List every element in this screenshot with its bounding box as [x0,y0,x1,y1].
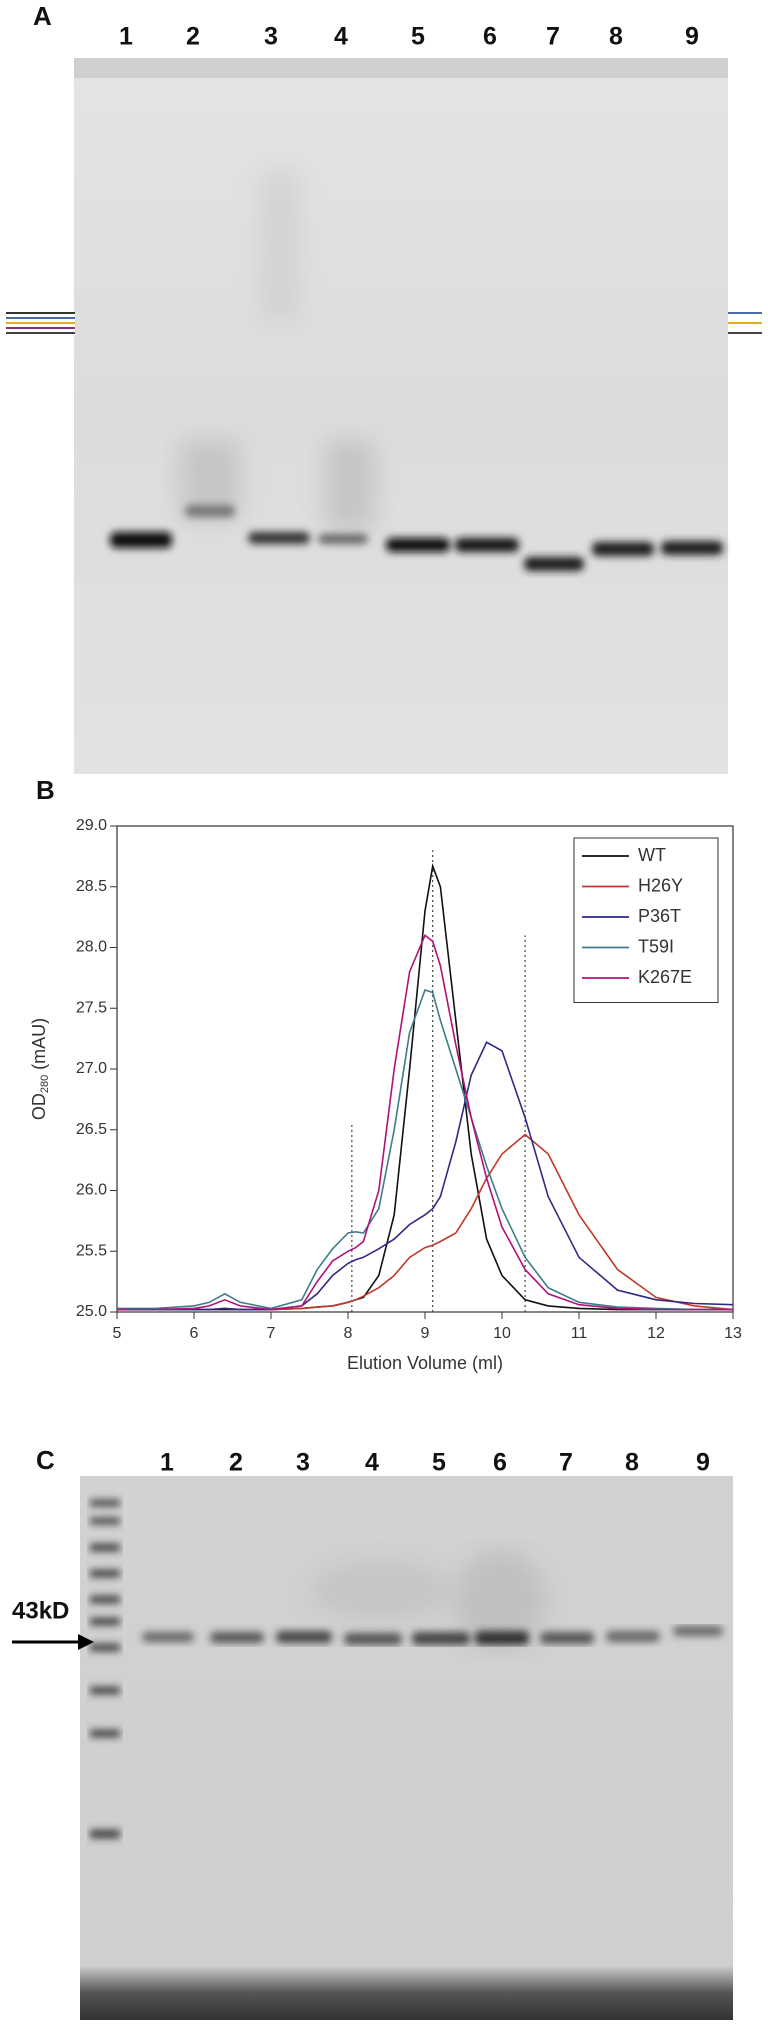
lane-label: 7 [546,23,560,51]
y-axis-label: OD280 (mAU) [29,1018,51,1120]
lane-label: 7 [559,1449,573,1477]
lane-label: 4 [365,1449,379,1477]
panel-label: C [36,1445,55,1475]
series-line [117,989,733,1311]
lane-label: 2 [186,23,200,51]
y-tick-label: 27.0 [76,1060,107,1077]
marker-label: 43kD [12,1597,69,1624]
lane-label: 6 [493,1449,507,1477]
chromatogram: 5 6 7 8 9 10 11 12 13 25.0 25.5 26.0 26.5 27.0 27.5 28.… [29,817,742,1373]
y-label-unit: (mAU) [29,1018,49,1070]
x-tick-label: 12 [647,1325,665,1342]
legend-label: H26Y [638,875,683,895]
x-tick-label: 13 [724,1325,742,1342]
y-tick-label: 25.0 [76,1303,107,1320]
y-tick-label: 26.0 [76,1182,107,1199]
lane-label: 9 [685,23,699,51]
lane-label: 2 [229,1449,243,1477]
lane-label: 6 [483,23,497,51]
legend-label: P36T [638,906,681,926]
panel-label: B [36,775,55,805]
ladder [90,1500,120,1838]
y-tick-label: 26.5 [76,1121,107,1138]
lane-label: 5 [411,23,425,51]
panel-label: A [33,1,52,31]
lane-label: 1 [160,1449,174,1477]
y-tick-label: 28.0 [76,939,107,956]
lane-label: 5 [432,1449,446,1477]
y-tick-label: 25.5 [76,1242,107,1259]
gel-image [74,58,728,774]
x-tick-label: 10 [493,1325,511,1342]
arrow [12,1634,94,1650]
lane-label: 9 [696,1449,710,1477]
lane-label: 1 [119,23,133,51]
lane-labels: 1 2 3 4 5 6 7 8 9 [119,23,699,51]
lane-label: 3 [264,23,278,51]
y-label-sub: 280 [39,1075,51,1093]
gel-bands [110,505,723,571]
lane-label: 8 [609,23,623,51]
y-tick-label: 29.0 [76,817,107,834]
y-tick-label: 28.5 [76,878,107,895]
x-tick-label: 8 [344,1325,353,1342]
y-tick-label: 27.5 [76,999,107,1016]
legend-box [573,837,719,1003]
legend-label: WT [638,845,666,865]
lane-label: 4 [334,23,348,51]
gel-smear [180,170,375,530]
y-label-main: OD [29,1093,49,1120]
lane-label: 8 [625,1449,639,1477]
x-tick-label: 6 [190,1325,199,1342]
gel-bands [142,1626,723,1645]
legend-label: K267E [638,967,692,987]
gel-smear [310,1550,545,1650]
legend-label: T59I [638,936,674,956]
decoration [6,311,762,337]
gel-image [80,1476,733,2020]
series-line [117,1133,734,1311]
x-tick-label: 11 [571,1325,588,1342]
x-tick-label: 5 [113,1325,122,1342]
lane-label: 3 [296,1449,310,1477]
series-line [117,1041,734,1311]
x-tick-label: 9 [421,1325,430,1342]
lane-labels: 1 2 3 4 5 6 7 8 9 [160,1449,710,1477]
series-line [117,934,733,1311]
x-axis-label: Elution Volume (ml) [347,1353,503,1373]
gel-well [74,58,728,78]
x-tick-label: 7 [267,1325,276,1342]
